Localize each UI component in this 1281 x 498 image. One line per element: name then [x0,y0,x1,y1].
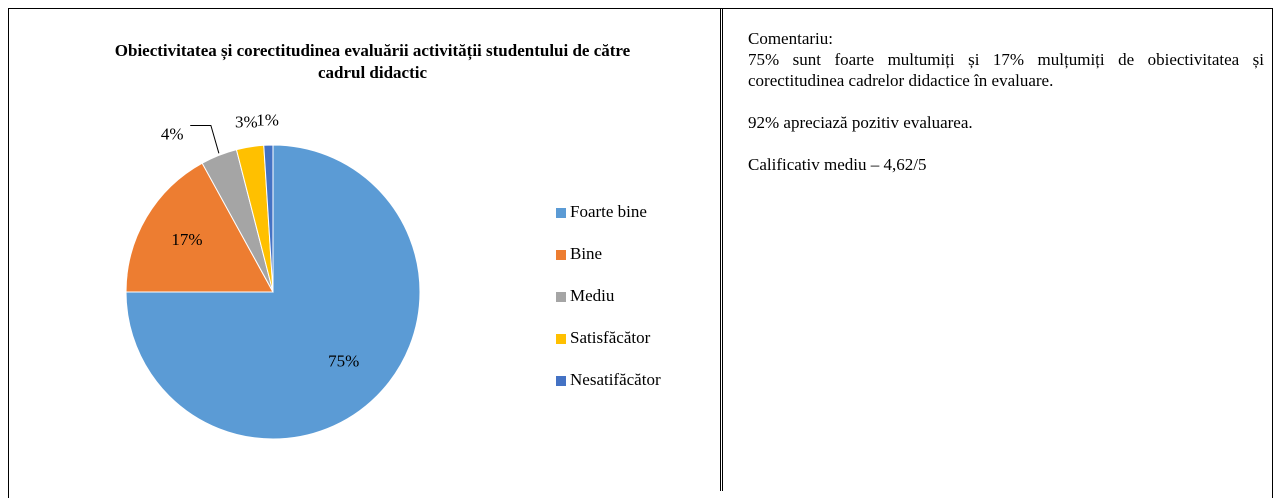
legend-swatch [556,376,566,386]
legend-swatch [556,250,566,260]
table-border [8,8,1273,498]
data-label: 4% [161,124,184,143]
legend-label: Satisfăcător [570,328,651,347]
data-label: 3% [235,112,258,131]
pie-slice [125,162,274,293]
chart: 75% 17% 4% 3%1% Foarte bine Bine Mediu Satisfăc… [125,110,661,440]
pie-slice [263,144,274,293]
chart-title: Obiectivitatea și corectitudinea evaluăr… [114,41,631,82]
data-label: 1% [256,110,279,129]
comment-heading: Comentariu: [748,29,833,48]
data-label: 17% [171,230,202,249]
legend-label: Nesatifăcător [570,370,661,389]
legend-label: Mediu [570,286,615,305]
legend-swatch [556,292,566,302]
comment-paragraph: 75% sunt foarte multumiți și 17% mulțumi… [748,50,1264,90]
leader-line [190,124,220,154]
column-divider [720,8,723,491]
legend-label: Foarte bine [570,202,647,221]
data-label: 75% [328,352,359,371]
legend-label: Bine [570,244,602,263]
comment-paragraph: Calificativ mediu – 4,62/5 [748,155,927,174]
legend-swatch [556,334,566,344]
legend-swatch [556,208,566,218]
comment: Comentariu: 75% sunt foarte multumiți și… [748,28,1264,196]
comment-paragraph: 92% apreciază pozitiv evaluarea. [748,113,973,132]
